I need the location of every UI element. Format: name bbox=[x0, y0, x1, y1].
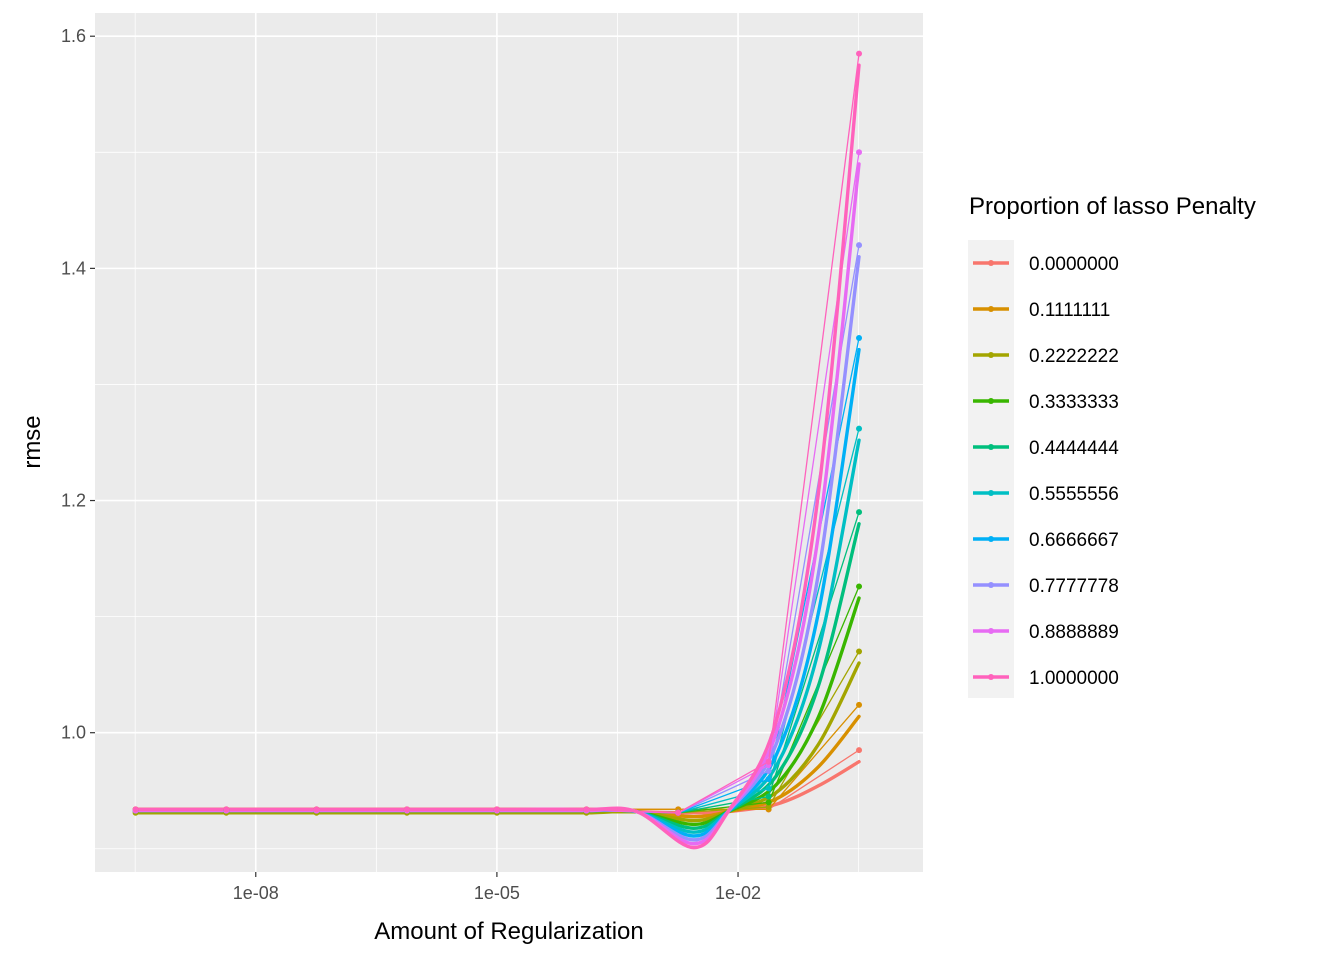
legend-key-point bbox=[988, 444, 994, 450]
points-layer bbox=[132, 50, 863, 816]
legend-label: 0.8888889 bbox=[1029, 622, 1119, 643]
series-point-1.0000000 bbox=[403, 806, 410, 813]
series-point-0.5555556 bbox=[856, 425, 863, 432]
legend-key-panel bbox=[968, 240, 1014, 698]
series-point-0.7777778 bbox=[765, 768, 772, 775]
series-point-0.5555556 bbox=[765, 785, 772, 792]
series-point-0.2222222 bbox=[856, 648, 863, 655]
series-point-0.8888889 bbox=[856, 149, 863, 156]
legend-key-point bbox=[988, 306, 994, 312]
plot-panel bbox=[95, 13, 923, 872]
legend-label: 0.1111111 bbox=[1029, 300, 1110, 321]
y-tick-label: 1.4 bbox=[61, 258, 86, 278]
x-tick-label: 1e-02 bbox=[715, 883, 761, 903]
legend-key-point bbox=[988, 398, 994, 404]
series-point-1.0000000 bbox=[583, 806, 590, 813]
legend-key-point bbox=[988, 352, 994, 358]
series-point-0.3333333 bbox=[856, 583, 863, 590]
series-point-0.7777778 bbox=[856, 242, 863, 249]
series-point-0.0000000 bbox=[856, 747, 863, 754]
legend-label: 0.7777778 bbox=[1029, 576, 1119, 597]
series-point-0.6666667 bbox=[856, 335, 863, 342]
y-axis: 1.0 1.2 1.4 1.6 bbox=[61, 26, 95, 743]
grid-minor bbox=[95, 13, 923, 872]
series-point-0.1111111 bbox=[856, 701, 863, 708]
series-point-1.0000000 bbox=[132, 806, 139, 813]
legend-label: 0.0000000 bbox=[1029, 254, 1119, 275]
legend-key-point bbox=[988, 490, 994, 496]
series-point-0.2222222 bbox=[765, 803, 772, 810]
series-point-0.4444444 bbox=[856, 509, 863, 516]
y-tick-label: 1.6 bbox=[61, 26, 86, 46]
grid-major bbox=[95, 13, 923, 872]
legend-key-point bbox=[988, 260, 994, 266]
legend-label: 0.6666667 bbox=[1029, 530, 1119, 551]
series-point-1.0000000 bbox=[856, 50, 863, 57]
series-point-0.3333333 bbox=[765, 799, 772, 806]
series-point-0.4444444 bbox=[765, 793, 772, 800]
y-tick-label: 1.0 bbox=[61, 723, 86, 743]
legend-key-point bbox=[988, 582, 994, 588]
legend-label: 0.5555556 bbox=[1029, 484, 1119, 505]
series-point-1.0000000 bbox=[493, 806, 500, 813]
y-axis-title: rmse bbox=[19, 415, 46, 468]
legend-key-point bbox=[988, 674, 994, 680]
legend: Proportion of lasso Penalty 0.0000000 0.1… bbox=[968, 193, 1256, 698]
x-axis: 1e-08 1e-05 1e-02 bbox=[233, 872, 761, 903]
legend-label: 0.3333333 bbox=[1029, 392, 1119, 413]
legend-key-point bbox=[988, 536, 994, 542]
legend-label: 0.2222222 bbox=[1029, 346, 1119, 367]
legend-key-point bbox=[988, 628, 994, 634]
series-point-1.0000000 bbox=[765, 758, 772, 765]
legend-label: 1.0000000 bbox=[1029, 668, 1119, 689]
y-tick-label: 1.2 bbox=[61, 491, 86, 511]
legend-label: 0.4444444 bbox=[1029, 438, 1119, 459]
series-point-1.0000000 bbox=[675, 809, 682, 816]
series-smooth-1.0000000 bbox=[133, 63, 861, 850]
series-point-1.0000000 bbox=[223, 806, 230, 813]
x-axis-title: Amount of Regularization bbox=[374, 918, 643, 945]
x-tick-label: 1e-05 bbox=[474, 883, 520, 903]
x-tick-label: 1e-08 bbox=[233, 883, 279, 903]
legend-title: Proportion of lasso Penalty bbox=[969, 193, 1256, 220]
series-point-0.6666667 bbox=[765, 776, 772, 783]
series-point-1.0000000 bbox=[313, 806, 320, 813]
